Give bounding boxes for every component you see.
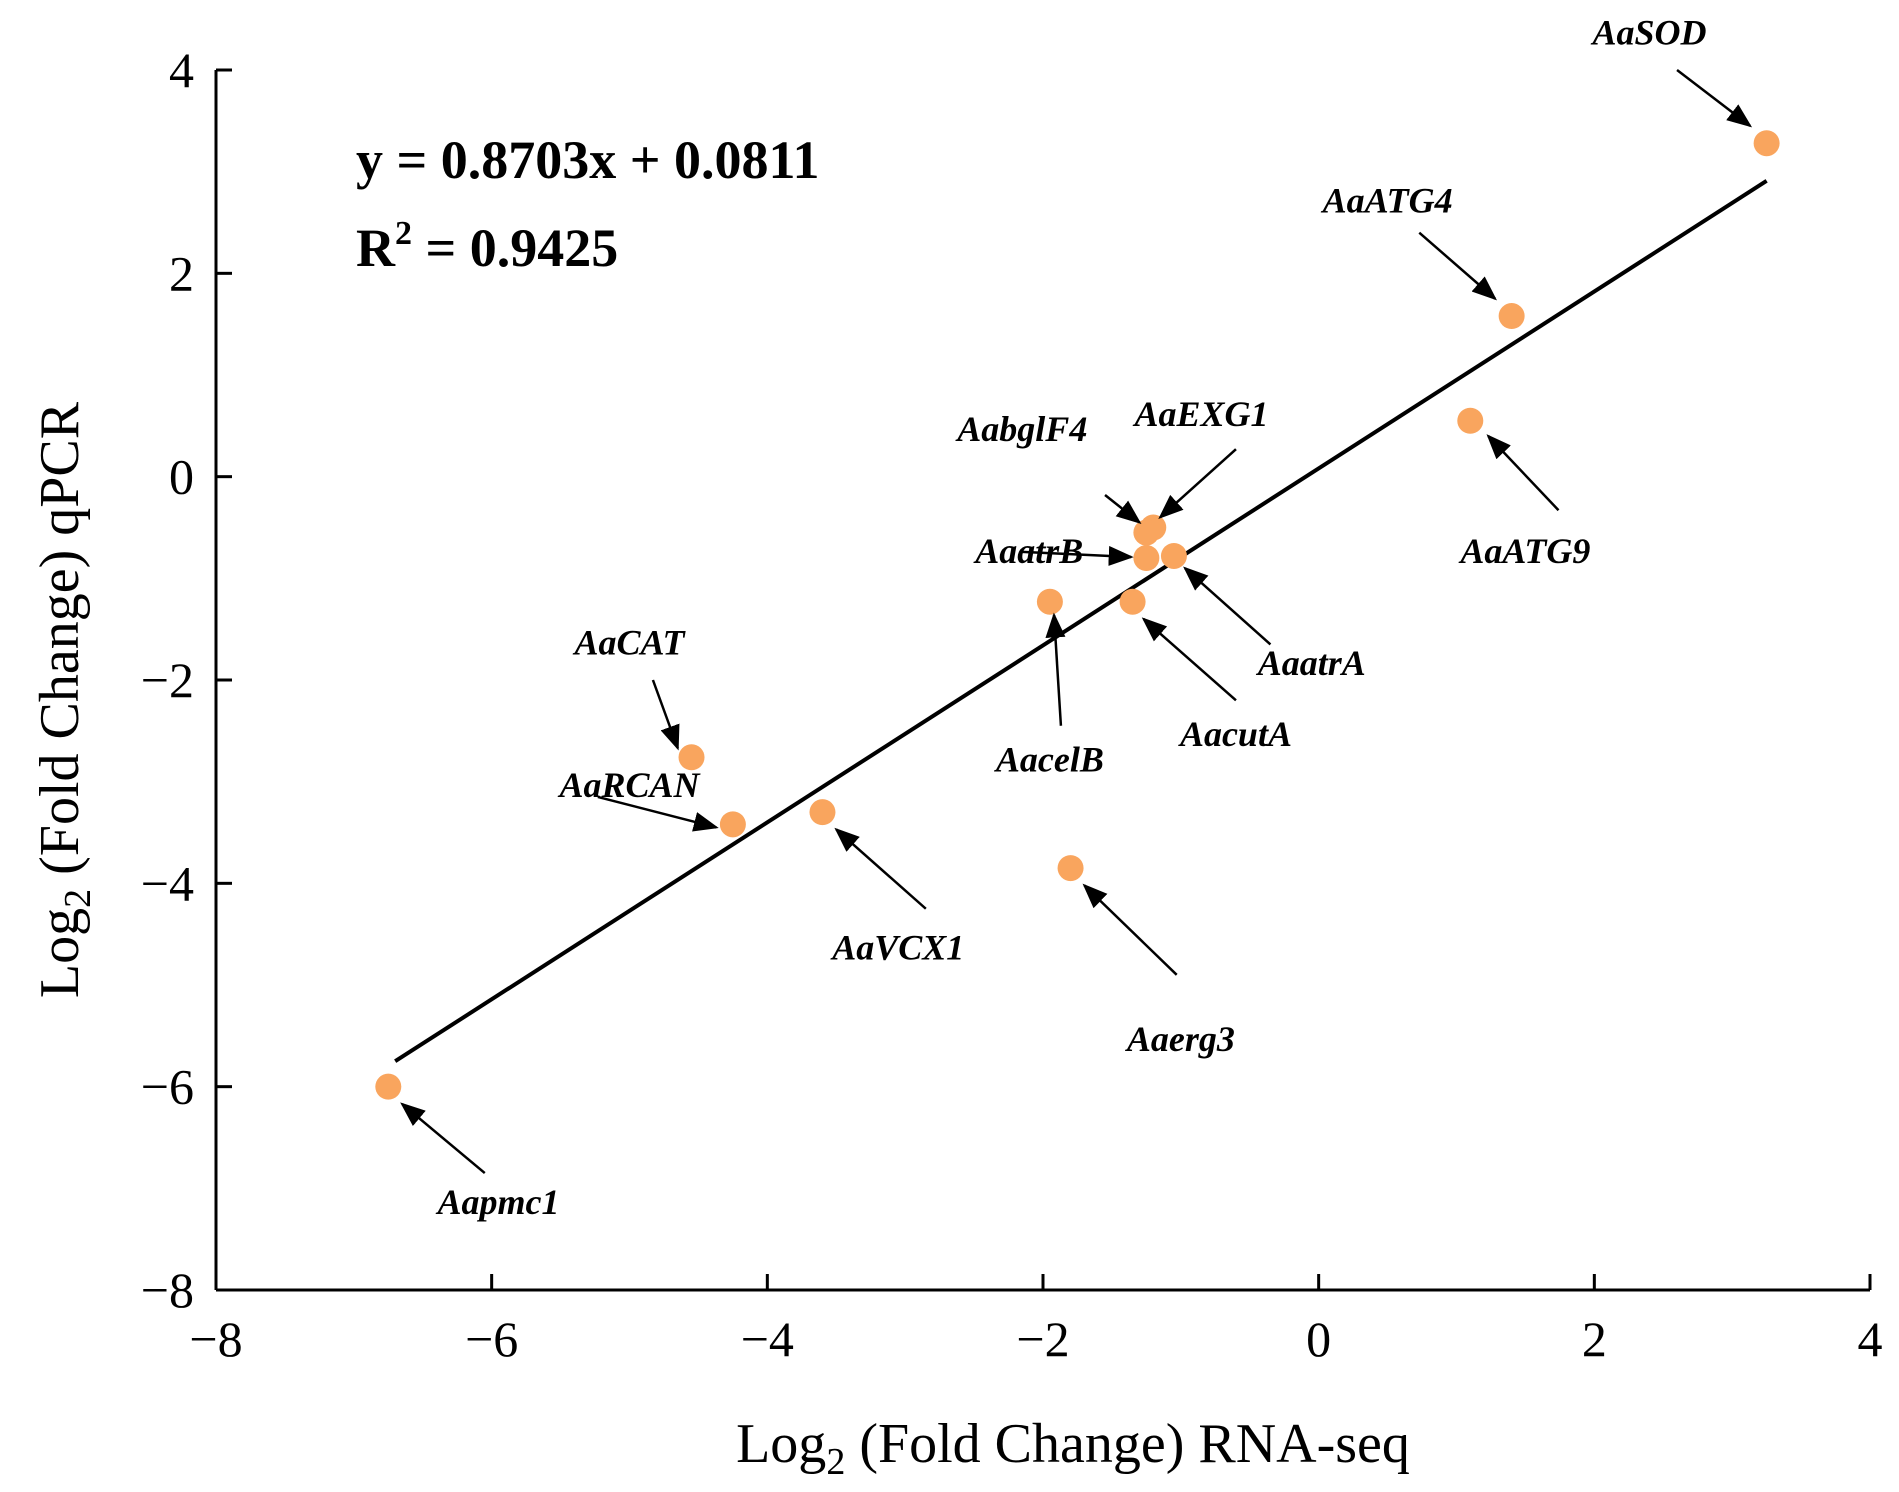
y-tick-label: 0	[169, 449, 194, 505]
gene-label-aacat: AaCAT	[572, 623, 686, 663]
annotation-arrow	[1183, 566, 1272, 646]
r-squared-text: R2 = 0.9425	[356, 215, 618, 278]
regression-line	[394, 179, 1768, 1063]
axes: −8 −6 −4 −2 0 2 4 −8 −6 −4 −2 0 2 4	[141, 42, 1883, 1367]
x-tick-label: −8	[189, 1311, 242, 1367]
gene-label-aapmc1: Aapmc1	[436, 1182, 560, 1222]
gene-label-aavcx1: AaVCX1	[830, 928, 964, 968]
annotation-arrow	[1418, 231, 1497, 301]
r2-prefix: R	[356, 218, 396, 278]
annotation-arrow	[400, 1102, 486, 1175]
gene-annotations: AaSOD AaATG4 AaATG9 AaEXG1 AabglF4 AaatrB Aaat…	[400, 13, 1753, 1222]
y-title-rest: (Fold Change) qPCR	[29, 401, 91, 889]
y-tick-label: 2	[169, 245, 194, 301]
data-point-aarcan	[719, 811, 746, 838]
annotation-arrow	[1141, 617, 1237, 702]
y-title-main: Log	[29, 908, 91, 998]
data-point-aapmc1	[375, 1073, 402, 1100]
annotation-arrow	[1158, 448, 1237, 520]
data-points	[375, 130, 1780, 1100]
data-point-aaatg9	[1457, 407, 1484, 434]
annotation-arrow	[651, 679, 680, 751]
y-ticks: −8 −6 −4 −2 0 2 4	[141, 42, 232, 1318]
x-tick-label: −6	[465, 1311, 518, 1367]
x-tick-label: 4	[1858, 1311, 1883, 1367]
y-tick-label: −6	[141, 1059, 194, 1115]
annotation-arrow	[1104, 493, 1142, 524]
annotation-arrow	[1045, 612, 1066, 726]
y-tick-label: −8	[141, 1262, 194, 1318]
r2-suffix: = 0.9425	[412, 218, 618, 278]
annotation-arrow	[1676, 69, 1753, 128]
data-point-aavcx1	[809, 799, 836, 826]
gene-label-aaatrb: AaatrB	[973, 531, 1083, 571]
data-point-aabglf4	[1133, 519, 1160, 546]
x-tick-label: 0	[1306, 1311, 1331, 1367]
data-point-aaatra	[1160, 542, 1187, 569]
gene-label-aaexg1: AaEXG1	[1132, 394, 1268, 434]
regression-equation: y = 0.8703x + 0.0811 R2 = 0.9425	[356, 130, 820, 278]
x-title-sub: 2	[826, 1441, 845, 1483]
equation-text: y = 0.8703x + 0.0811	[356, 130, 820, 190]
x-title-main: Log	[736, 1413, 826, 1475]
y-title-sub: 2	[57, 889, 99, 908]
y-tick-label: −2	[141, 652, 194, 708]
annotation-arrow	[1082, 883, 1178, 976]
gene-label-aabglf4: AabglF4	[955, 409, 1087, 449]
data-point-aacuta	[1119, 588, 1146, 615]
x-title-rest: (Fold Change) RNA-seq	[845, 1413, 1410, 1475]
gene-label-aasod: AaSOD	[1590, 13, 1706, 53]
x-tick-label: 2	[1582, 1311, 1607, 1367]
gene-label-aaatg9: AaATG9	[1458, 531, 1590, 571]
x-tick-label: −2	[1016, 1311, 1069, 1367]
gene-label-aacelb: AacelB	[994, 740, 1104, 780]
annotation-arrow	[1486, 434, 1560, 512]
y-tick-label: 4	[169, 42, 194, 98]
y-tick-label: −4	[141, 855, 194, 911]
x-ticks: −8 −6 −4 −2 0 2 4	[189, 1274, 1883, 1367]
data-point-aaatrb	[1133, 545, 1160, 571]
gene-label-aarcan: AaRCAN	[557, 765, 701, 805]
r2-superscript: 2	[395, 215, 412, 252]
x-tick-label: −4	[741, 1311, 794, 1367]
data-point-aacelb	[1036, 588, 1063, 615]
x-axis-title: Log2 (Fold Change) RNA-seq	[736, 1413, 1410, 1483]
gene-label-aaerg3: Aaerg3	[1125, 1019, 1235, 1059]
annotation-arrow	[597, 795, 719, 832]
data-point-aaatg4	[1498, 303, 1525, 330]
annotation-arrow	[1022, 545, 1134, 566]
gene-label-aaatra: AaatrA	[1256, 643, 1366, 683]
gene-label-aaatg4: AaATG4	[1321, 180, 1453, 220]
data-point-aaerg3	[1057, 855, 1084, 882]
data-point-aacat	[678, 744, 705, 771]
gene-label-aacuta: AacutA	[1178, 714, 1292, 754]
data-point-aasod	[1753, 130, 1780, 157]
y-axis-title: Log2 (Fold Change) qPCR	[29, 401, 99, 998]
annotation-arrow	[834, 827, 927, 910]
